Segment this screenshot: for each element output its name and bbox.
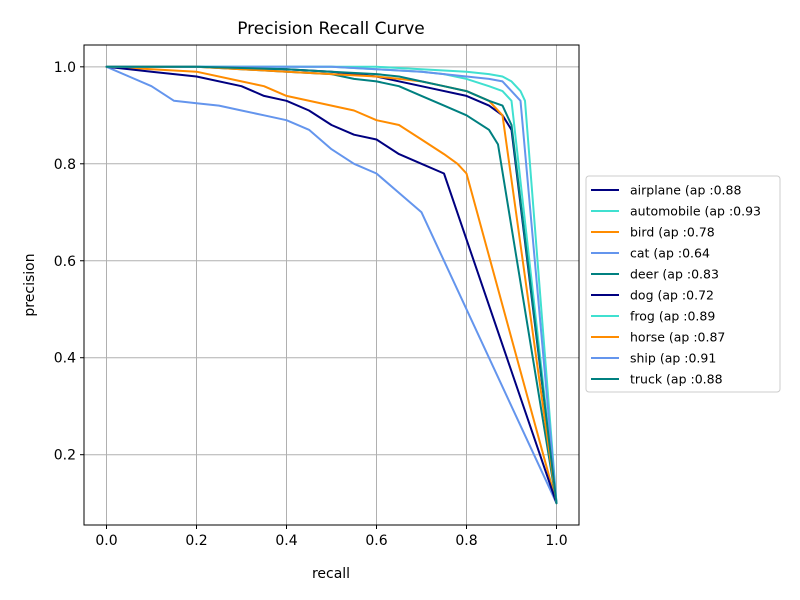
y-tick-label: 0.4 [54, 351, 76, 367]
series-line [105, 65, 558, 505]
x-axis-label: recall [312, 566, 350, 582]
legend-label: dog (ap :0.72 [630, 288, 714, 303]
y-tick-label: 0.8 [54, 157, 76, 173]
series-line [105, 65, 558, 505]
series-line [105, 65, 558, 505]
y-tick-label: 1.0 [54, 60, 76, 76]
legend-label: airplane (ap :0.88 [630, 183, 741, 198]
series-line [105, 65, 558, 505]
series-line [105, 65, 558, 505]
y-tick-label: 0.2 [54, 448, 76, 464]
x-tick-label: 0.6 [365, 533, 387, 549]
legend-label: truck (ap :0.88 [630, 372, 723, 387]
legend-label: ship (ap :0.91 [630, 351, 716, 366]
ticks: 0.0 0.2 0.4 0.6 0.8 1.0 0.2 0.4 0.6 0.8 1.0 [54, 60, 568, 549]
x-tick-label: 0.8 [455, 533, 477, 549]
series-line [105, 65, 558, 505]
x-tick-label: 0.2 [185, 533, 207, 549]
y-axis-label: precision [22, 253, 38, 316]
plot-frame [83, 44, 580, 526]
legend-label: deer (ap :0.83 [630, 267, 719, 282]
legend: airplane (ap :0.88 automobile (ap :0.93 bi… [585, 175, 781, 393]
legend-label: frog (ap :0.89 [630, 309, 715, 324]
legend-label: cat (ap :0.64 [630, 246, 710, 261]
x-tick-label: 1.0 [545, 533, 567, 549]
series-line [105, 65, 558, 505]
chart-title: Precision Recall Curve [237, 19, 425, 39]
series-lines [105, 65, 558, 505]
series-line [105, 65, 558, 505]
series-line [105, 65, 558, 505]
legend-label: bird (ap :0.78 [630, 225, 715, 240]
legend-label: horse (ap :0.87 [630, 330, 725, 345]
x-tick-label: 0.0 [95, 533, 117, 549]
grid [84, 45, 579, 525]
legend-label: automobile (ap :0.93 [630, 204, 761, 219]
legend-box [585, 175, 781, 393]
y-tick-label: 0.6 [54, 254, 76, 270]
x-tick-label: 0.4 [275, 533, 297, 549]
series-line [105, 65, 558, 505]
